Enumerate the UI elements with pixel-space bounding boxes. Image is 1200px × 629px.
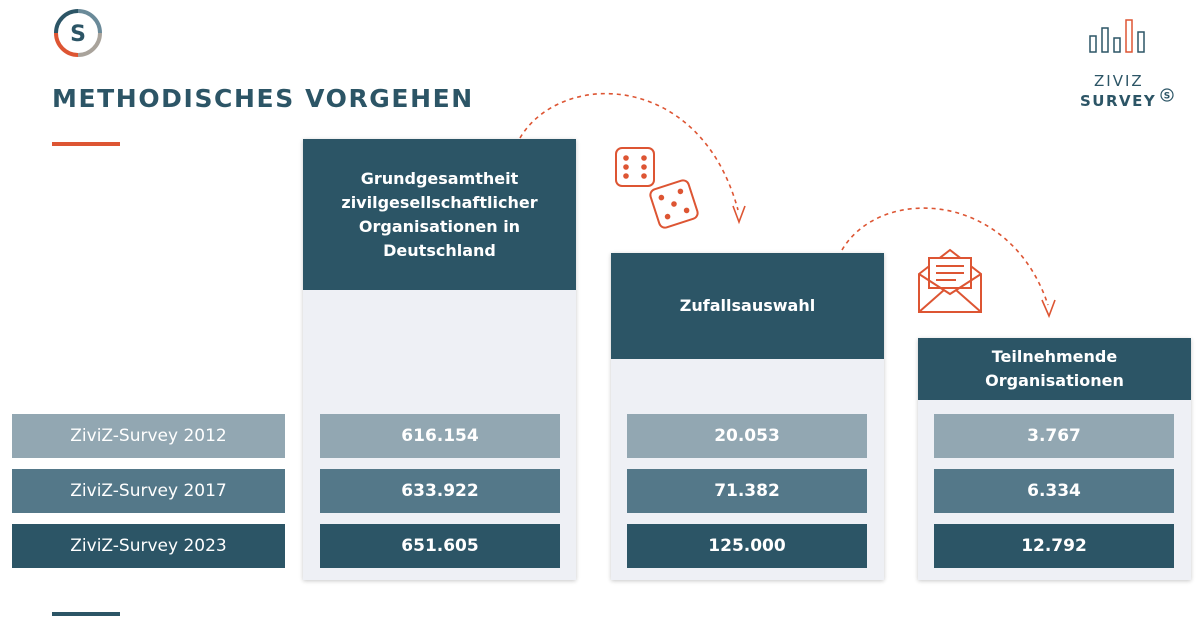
value-grundgesamtheit-2023: 651.605 [320, 524, 560, 568]
column-grundgesamtheit: Grundgesamtheit zivilgesellschaftlicher … [303, 139, 576, 580]
brand-s-mark: S [1160, 88, 1174, 102]
dice-icon [615, 147, 699, 229]
brand-mark-letter: S [1164, 92, 1170, 102]
value-zufallsauswahl-2012: 20.053 [627, 414, 867, 458]
accent-line [52, 142, 120, 146]
brand-line-survey: SURVEY [1080, 92, 1157, 110]
brand-line-ziviz: ZIVIZ [1094, 72, 1144, 90]
value-teilnehmende-2017: 6.334 [934, 469, 1174, 513]
brand-logo: ZIVIZ SURVEY S [1068, 18, 1178, 118]
row-label-2023: ZiviZ-Survey 2023 [12, 524, 285, 568]
bar-chart-icon [1089, 19, 1145, 53]
value-grundgesamtheit-2017: 633.922 [320, 469, 560, 513]
column-title-zufallsauswahl: Zufallsauswahl [611, 253, 884, 359]
row-label-2017: ZiviZ-Survey 2017 [12, 469, 285, 513]
logo-letter: S [70, 22, 86, 47]
page-title: METHODISCHES VORGEHEN [52, 84, 474, 113]
envelope-letter-icon [918, 248, 982, 313]
row-label-2012: ZiviZ-Survey 2012 [12, 414, 285, 458]
value-zufallsauswahl-2023: 125.000 [627, 524, 867, 568]
s-circle-logo: S [54, 9, 102, 57]
value-teilnehmende-2012: 3.767 [934, 414, 1174, 458]
value-grundgesamtheit-2012: 616.154 [320, 414, 560, 458]
column-title-teilnehmende: Teilnehmende Organisationen [918, 338, 1191, 400]
value-zufallsauswahl-2017: 71.382 [627, 469, 867, 513]
column-title-grundgesamtheit: Grundgesamtheit zivilgesellschaftlicher … [303, 139, 576, 290]
footer-line [52, 612, 120, 616]
value-teilnehmende-2023: 12.792 [934, 524, 1174, 568]
